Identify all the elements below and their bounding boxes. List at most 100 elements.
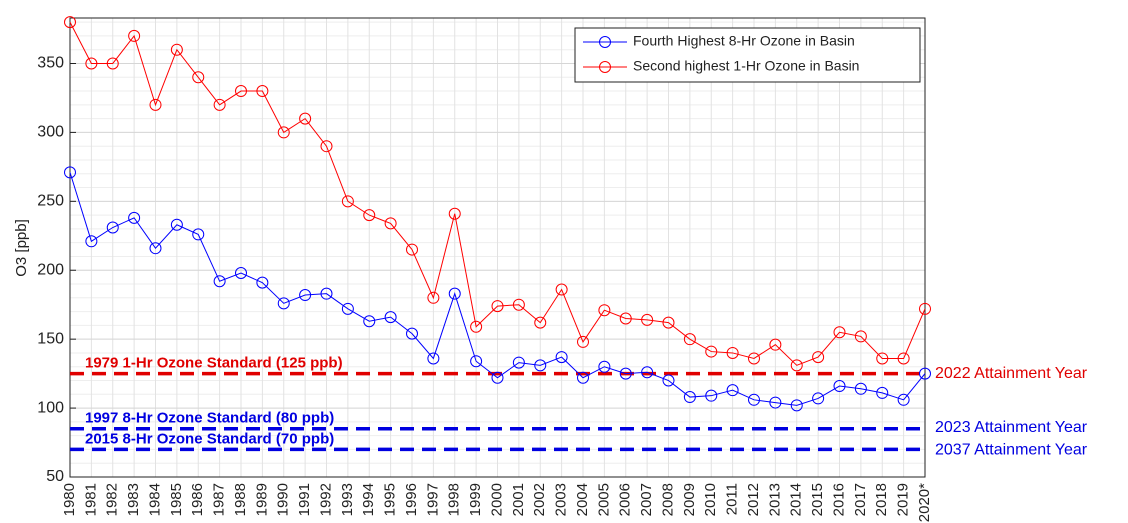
reference-label: 2015 8-Hr Ozone Standard (70 ppb) <box>85 430 334 447</box>
point <box>769 396 782 409</box>
point <box>491 371 504 384</box>
point <box>406 327 418 340</box>
x-tick-label: 2008 <box>659 483 676 516</box>
x-tick-label: 2003 <box>553 483 570 516</box>
point <box>299 112 312 125</box>
point <box>619 312 632 325</box>
legend-label: Fourth Highest 8-Hr Ozone in Basin <box>633 33 855 49</box>
point <box>919 302 931 315</box>
point <box>641 366 654 379</box>
y-tick-label: 50 <box>46 468 64 485</box>
y-tick-label: 150 <box>37 330 64 347</box>
point <box>320 140 333 153</box>
x-tick-label: 2004 <box>574 483 591 516</box>
x-tick-label: 2012 <box>745 483 762 516</box>
x-tick-label: 1997 <box>424 483 441 516</box>
point <box>769 338 782 351</box>
point <box>491 300 504 313</box>
x-tick-label: 2010 <box>702 483 719 516</box>
x-tick-label: 2013 <box>766 483 783 516</box>
x-tick-label: 2016 <box>830 483 847 516</box>
point <box>64 166 76 179</box>
x-tick-label: 2018 <box>873 483 890 516</box>
point <box>277 297 290 310</box>
x-tick-label: 2005 <box>595 483 612 516</box>
point <box>726 384 739 397</box>
x-tick-label: 1988 <box>232 483 249 516</box>
point <box>748 352 760 365</box>
point <box>726 346 739 359</box>
point <box>213 275 226 288</box>
point <box>427 352 440 365</box>
point <box>149 98 162 111</box>
point <box>854 330 867 343</box>
x-tick-label: 2011 <box>724 483 741 515</box>
point <box>812 392 825 405</box>
x-tick-label: 1993 <box>339 483 356 516</box>
point <box>833 326 846 339</box>
x-tick-label: 1990 <box>275 483 292 516</box>
point <box>64 16 76 29</box>
point <box>897 352 910 365</box>
point <box>299 289 312 302</box>
x-tick-label: 1994 <box>360 483 377 516</box>
x-tick-label: 2000 <box>488 483 505 516</box>
point <box>213 98 226 111</box>
point <box>85 57 98 70</box>
point <box>619 367 632 380</box>
point <box>534 316 547 329</box>
point <box>705 345 718 358</box>
point <box>170 43 183 56</box>
x-tick-label: 1982 <box>104 483 121 516</box>
x-tick-label: 2014 <box>788 483 805 516</box>
point <box>662 374 675 387</box>
point <box>662 316 675 329</box>
point <box>555 351 568 364</box>
x-tick-label: 2009 <box>681 483 698 516</box>
x-tick-label: 1992 <box>317 483 334 516</box>
point <box>577 371 589 384</box>
point <box>897 393 910 406</box>
point <box>363 209 376 222</box>
point <box>106 221 119 234</box>
point <box>170 218 183 231</box>
point <box>106 57 119 70</box>
point <box>705 389 718 402</box>
point <box>577 335 589 348</box>
point <box>341 302 354 315</box>
reference-note: 2022 Attainment Year <box>935 365 1088 382</box>
point <box>876 352 889 365</box>
point <box>192 71 205 84</box>
x-tick-label: 1998 <box>446 483 463 516</box>
y-tick-label: 350 <box>37 55 64 72</box>
point <box>448 287 461 300</box>
point <box>384 311 397 324</box>
point <box>235 85 247 98</box>
x-tick-label: 2006 <box>617 483 634 516</box>
point <box>149 242 162 255</box>
point <box>598 304 611 317</box>
x-tick-label: 2017 <box>852 483 869 516</box>
legend-box <box>574 27 921 83</box>
reference-label: 1997 8-Hr Ozone Standard (80 ppb) <box>85 410 334 427</box>
legend-marker <box>599 36 611 48</box>
point <box>512 298 525 311</box>
point <box>555 283 568 296</box>
x-tick-label: 1984 <box>146 483 163 516</box>
point <box>748 393 760 406</box>
x-tick-label: 1987 <box>211 483 228 516</box>
point <box>128 29 141 42</box>
x-tick-label: 1996 <box>403 483 420 516</box>
reference-note: 2023 Attainment Year <box>935 419 1088 436</box>
x-tick-label: 1985 <box>168 483 185 516</box>
point <box>683 333 696 346</box>
point <box>406 243 418 256</box>
point <box>363 315 376 328</box>
point <box>235 267 247 279</box>
x-tick-label: 1986 <box>189 483 206 516</box>
x-tick-label: 2019 <box>895 483 912 516</box>
x-tick-label: 1983 <box>125 483 142 516</box>
point <box>876 386 889 399</box>
reference-note: 2037 Attainment Year <box>935 442 1088 459</box>
